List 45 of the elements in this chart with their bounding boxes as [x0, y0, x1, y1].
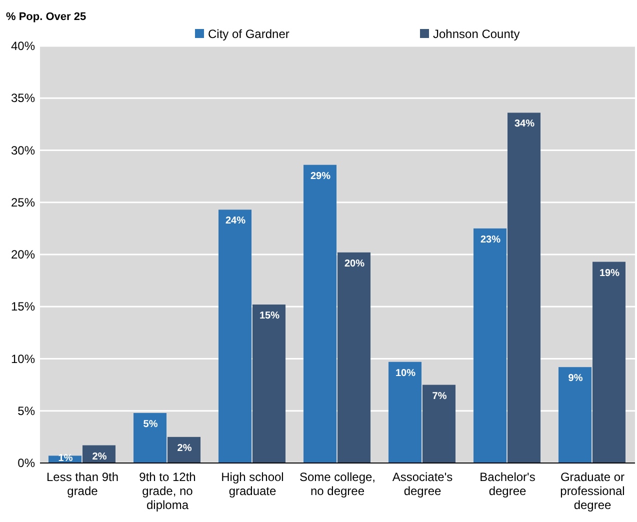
- x-tick-label: Some college, no degree: [299, 470, 376, 498]
- data-label: 23%: [480, 234, 501, 246]
- legend-label: City of Gardner: [208, 27, 290, 41]
- y-tick-label: 15%: [10, 300, 36, 314]
- y-tick-label: 0%: [18, 456, 36, 470]
- y-tick-label: 30%: [10, 143, 36, 158]
- data-label: 1%: [58, 453, 73, 464]
- data-label: 2%: [92, 451, 107, 462]
- data-label: 20%: [344, 258, 365, 270]
- bar: [558, 367, 592, 463]
- bar: [592, 262, 626, 463]
- y-tick-label: 40%: [10, 39, 36, 53]
- data-label: 34%: [514, 118, 535, 130]
- bar: [304, 164, 336, 463]
- y-axis-title: % Pop. Over 25: [6, 11, 86, 23]
- data-label: 10%: [395, 368, 416, 379]
- x-tick-label: Graduate or professional degree: [560, 470, 625, 512]
- bar: [338, 252, 370, 463]
- bar: [474, 228, 506, 463]
- data-label: 15%: [259, 310, 280, 322]
- bar: [508, 112, 540, 463]
- x-tick-label: Bachelor's degree: [480, 470, 536, 498]
- bar: [218, 210, 252, 463]
- data-label: 24%: [225, 216, 246, 227]
- bar: [134, 412, 166, 463]
- legend-label: Johnson County: [433, 27, 520, 41]
- x-tick-label: 9th to 12th grade, no diploma: [139, 470, 196, 512]
- bar: [252, 304, 286, 463]
- data-label: 9%: [568, 373, 583, 384]
- y-tick-label: 5%: [18, 404, 36, 418]
- x-tick-label: High school graduate: [221, 470, 284, 498]
- data-label: 5%: [143, 418, 158, 430]
- bar: [388, 362, 422, 463]
- data-label: 29%: [310, 170, 331, 182]
- y-tick-label: 25%: [10, 195, 36, 210]
- x-tick-label: Less than 9th grade: [46, 470, 119, 498]
- data-label: 2%: [177, 442, 192, 454]
- bar: [422, 384, 456, 463]
- data-label: 7%: [432, 390, 447, 402]
- x-tick-label: Associate's degree: [392, 470, 453, 498]
- y-tick-label: 20%: [10, 248, 36, 262]
- y-tick-label: 35%: [10, 91, 36, 106]
- bar: [168, 436, 200, 463]
- data-label: 19%: [599, 268, 620, 279]
- y-tick-label: 10%: [10, 352, 36, 366]
